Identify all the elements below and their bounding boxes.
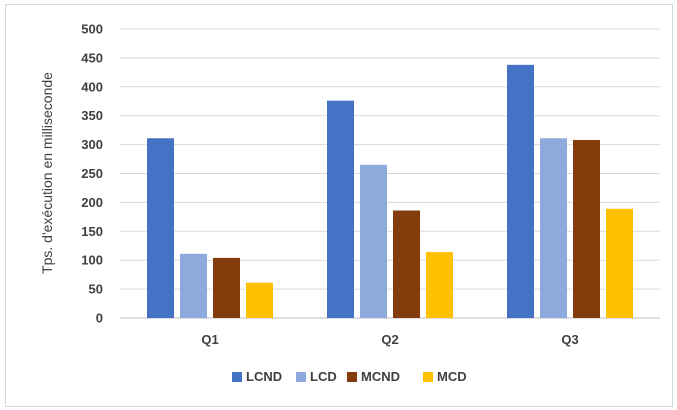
y-tick-label: 400 xyxy=(81,79,103,94)
y-axis-title: Tps. d'exécution en milliseconde xyxy=(39,72,55,274)
bar-lcd-q2 xyxy=(360,164,387,318)
y-axis-ticks: 0 50 100 150 200 250 300 350 400 450 500 xyxy=(81,22,103,326)
legend-swatch-lcd xyxy=(296,372,306,382)
legend-label-mcnd: MCND xyxy=(361,369,400,384)
x-category-label: Q2 xyxy=(381,332,398,347)
bar-lcd-q1 xyxy=(180,253,207,318)
bar-mcd-q1 xyxy=(246,282,273,318)
bar-lcnd-q3 xyxy=(507,64,534,318)
bars xyxy=(147,64,633,318)
bar-mcnd-q1 xyxy=(213,257,240,318)
x-category-label: Q1 xyxy=(201,332,218,347)
legend-label-mcd: MCD xyxy=(437,369,467,384)
bar-lcnd-q1 xyxy=(147,138,174,318)
bar-mcnd-q2 xyxy=(393,210,420,318)
y-tick-label: 200 xyxy=(81,195,103,210)
y-tick-label: 350 xyxy=(81,108,103,123)
legend-swatch-mcnd xyxy=(347,372,357,382)
bar-mcd-q2 xyxy=(426,252,453,318)
bar-lcd-q3 xyxy=(540,138,567,318)
y-tick-label: 100 xyxy=(81,253,103,268)
legend: LCND LCD MCND MCD xyxy=(232,369,467,384)
legend-swatch-lcnd xyxy=(232,372,242,382)
legend-label-lcnd: LCND xyxy=(246,369,282,384)
y-tick-label: 300 xyxy=(81,137,103,152)
x-axis-categories: Q1 Q2 Q3 xyxy=(201,332,578,347)
y-tick-label: 450 xyxy=(81,50,103,65)
x-category-label: Q3 xyxy=(561,332,578,347)
bar-mcnd-q3 xyxy=(573,139,600,318)
y-tick-label: 150 xyxy=(81,224,103,239)
y-tick-label: 50 xyxy=(89,282,103,297)
legend-swatch-mcd xyxy=(423,372,433,382)
y-tick-label: 0 xyxy=(96,311,103,326)
y-tick-label: 250 xyxy=(81,166,103,181)
legend-label-lcd: LCD xyxy=(310,369,337,384)
gridlines xyxy=(120,28,660,319)
bar-mcd-q3 xyxy=(606,208,633,318)
y-tick-label: 500 xyxy=(81,22,103,37)
bar-lcnd-q2 xyxy=(327,100,354,318)
